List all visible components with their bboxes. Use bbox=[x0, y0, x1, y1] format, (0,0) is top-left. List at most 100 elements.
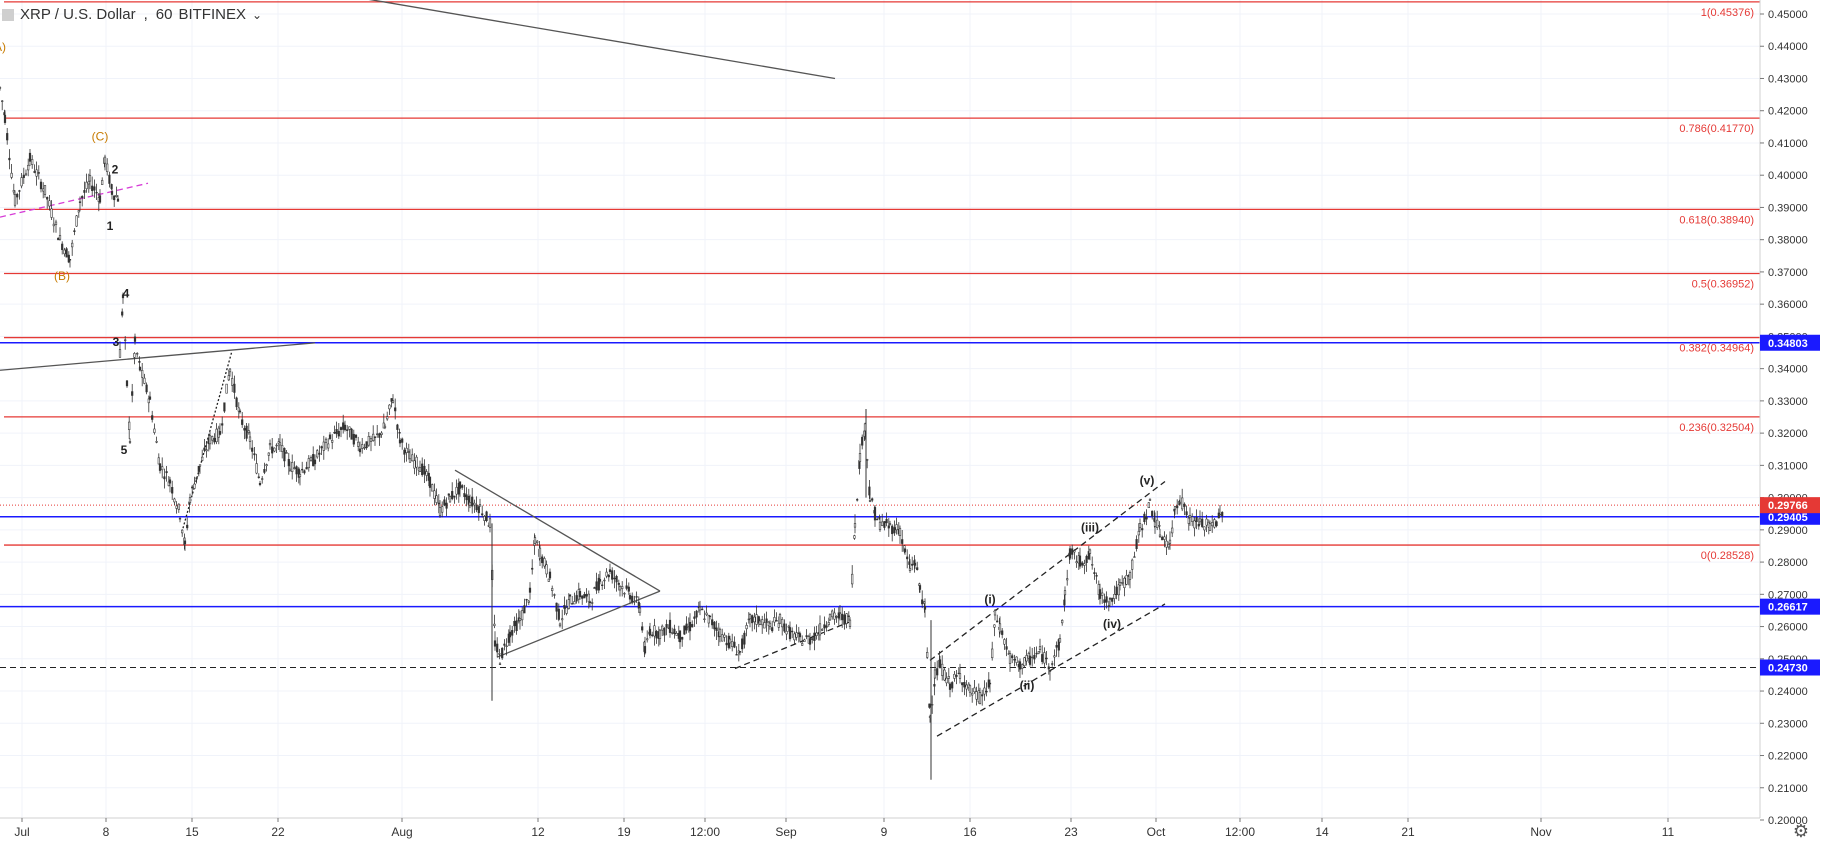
trend-line[interactable] bbox=[360, 0, 836, 80]
candle bbox=[713, 621, 716, 630]
trend-line[interactable] bbox=[0, 182, 149, 218]
candle bbox=[821, 629, 824, 631]
candle bbox=[378, 433, 381, 438]
candle bbox=[261, 478, 264, 480]
candle bbox=[683, 625, 686, 635]
candle bbox=[223, 402, 226, 412]
candle bbox=[496, 643, 499, 653]
candle bbox=[1078, 555, 1082, 567]
fib-level-label: 0.382(0.34964) bbox=[1679, 343, 1754, 355]
candle bbox=[1128, 572, 1132, 580]
candle bbox=[67, 254, 70, 263]
candle bbox=[918, 585, 922, 590]
candle bbox=[1045, 657, 1048, 660]
price-tick-label: 0.24000 bbox=[1768, 686, 1808, 698]
candle bbox=[838, 612, 842, 614]
candle bbox=[233, 383, 236, 393]
candle bbox=[795, 632, 798, 638]
trend-line[interactable] bbox=[0, 342, 316, 371]
candle bbox=[437, 502, 440, 505]
candle bbox=[1147, 502, 1150, 509]
wave-label: (iii) bbox=[1081, 520, 1099, 534]
candle bbox=[245, 425, 248, 439]
candle bbox=[735, 654, 738, 656]
time-tick-label: 9 bbox=[881, 825, 888, 839]
candle bbox=[848, 619, 852, 627]
candle bbox=[721, 634, 724, 642]
candle bbox=[993, 624, 996, 628]
gear-icon[interactable]: ⚙ bbox=[1792, 821, 1809, 841]
candle bbox=[101, 180, 104, 185]
candle bbox=[741, 638, 744, 650]
candle bbox=[213, 437, 216, 443]
candle bbox=[1135, 539, 1138, 549]
trend-line[interactable] bbox=[454, 469, 661, 592]
candle bbox=[1203, 526, 1206, 531]
candle bbox=[1138, 523, 1142, 528]
chevron-down-icon[interactable]: ⌄ bbox=[251, 7, 263, 22]
candle bbox=[301, 468, 304, 471]
candle bbox=[463, 493, 466, 497]
candle bbox=[1181, 497, 1184, 510]
candle bbox=[307, 458, 310, 469]
candle bbox=[585, 593, 588, 597]
candle bbox=[621, 586, 624, 589]
candle bbox=[121, 311, 124, 316]
candle bbox=[363, 447, 366, 449]
candle bbox=[201, 456, 204, 461]
candle bbox=[887, 525, 890, 529]
candle bbox=[136, 353, 139, 355]
candle bbox=[711, 619, 714, 626]
candle bbox=[133, 353, 136, 358]
candle bbox=[1176, 505, 1179, 509]
time-tick-label: 21 bbox=[1401, 825, 1415, 839]
candle bbox=[1043, 652, 1046, 664]
candle bbox=[281, 445, 284, 452]
candle bbox=[263, 469, 266, 473]
trend-line[interactable] bbox=[182, 350, 233, 529]
candle bbox=[643, 646, 647, 654]
candle bbox=[0, 87, 2, 89]
candle bbox=[627, 586, 630, 592]
candle bbox=[175, 505, 178, 509]
chart-header[interactable]: XRP / U.S. Dollar, 60 BITFINEX ⌄ bbox=[2, 6, 262, 23]
time-tick-label: Nov bbox=[1530, 825, 1551, 839]
candle bbox=[106, 163, 109, 173]
candle bbox=[339, 427, 343, 430]
candle bbox=[1141, 528, 1144, 531]
candle bbox=[39, 181, 43, 190]
candle bbox=[805, 635, 808, 638]
candle bbox=[551, 588, 554, 591]
candle bbox=[421, 463, 424, 476]
candle bbox=[1008, 653, 1012, 664]
candle bbox=[1208, 523, 1212, 531]
candle bbox=[1061, 619, 1064, 624]
candle bbox=[1123, 577, 1126, 589]
candle bbox=[725, 642, 728, 646]
candle bbox=[1038, 646, 1042, 650]
candle bbox=[1093, 572, 1096, 574]
candle bbox=[788, 627, 792, 640]
candle bbox=[808, 638, 812, 645]
wave-label: (i) bbox=[984, 592, 995, 606]
candle bbox=[247, 430, 250, 433]
candle bbox=[115, 195, 118, 197]
candle bbox=[1055, 645, 1058, 648]
candle bbox=[765, 618, 768, 623]
candle bbox=[903, 548, 907, 553]
candle bbox=[1217, 512, 1220, 519]
candle bbox=[1133, 556, 1136, 558]
candle bbox=[885, 518, 888, 524]
time-tick-label: Sep bbox=[775, 825, 797, 839]
trend-line[interactable] bbox=[734, 621, 851, 670]
candle bbox=[473, 502, 476, 506]
candle bbox=[441, 506, 444, 513]
candle bbox=[1063, 599, 1066, 606]
trend-line[interactable] bbox=[936, 603, 1166, 737]
candle bbox=[145, 384, 148, 393]
candle bbox=[1071, 548, 1074, 555]
candle bbox=[391, 400, 395, 403]
candle bbox=[10, 172, 13, 178]
